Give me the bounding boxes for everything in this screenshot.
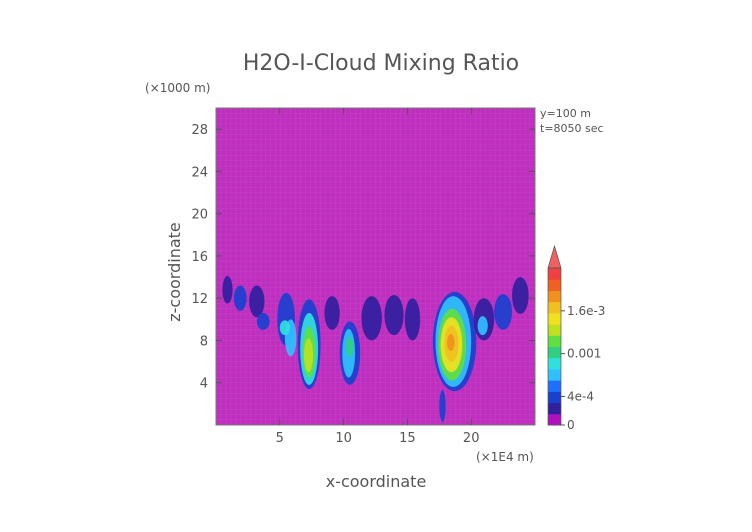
colorbar-segment [548, 301, 561, 314]
x-tick-label: 5 [276, 431, 284, 446]
data-cell [361, 296, 382, 341]
x-axis-ticks: 5 10 15 20 [276, 108, 480, 446]
colorbar-segment [548, 324, 561, 336]
data-cell [256, 312, 270, 330]
annotation-y: y=100 m [540, 107, 591, 120]
colorbar-tick-label: 1.6e-3 [567, 304, 605, 318]
colorbar: 0 4e-4 0.001 1.6e-3 [547, 244, 605, 432]
data-cell [249, 285, 265, 318]
data-cell [222, 276, 233, 304]
chart-title: H2O-I-Cloud Mixing Ratio [243, 51, 519, 76]
x-tick-label: 15 [399, 431, 416, 446]
colorbar-tick-label: 0.001 [567, 347, 601, 361]
data-cell [512, 277, 529, 315]
colorbar-segment [548, 312, 561, 325]
y-tick-label: 12 [191, 292, 208, 307]
colorbar-segment [548, 402, 561, 415]
plot-area [215, 107, 536, 426]
colorbar-segment [548, 368, 561, 381]
x-unit-label: (×1E4 m) [476, 450, 534, 464]
y-tick-label: 20 [191, 208, 208, 223]
colorbar-frame [547, 267, 562, 426]
x-tick-label: 10 [335, 431, 352, 446]
y-tick-label: 16 [191, 250, 208, 265]
y-tick-label: 28 [191, 123, 208, 138]
y-tick-label: 4 [200, 377, 208, 392]
data-cell [346, 337, 354, 357]
y-axis-label: z-coordinate [165, 222, 184, 322]
data-cell [494, 293, 513, 330]
colorbar-segment [548, 335, 561, 347]
colorbar-extend-arrow [547, 244, 562, 269]
data-cell [384, 295, 404, 336]
colorbar-segment [548, 268, 561, 280]
colorbar-segment [548, 391, 561, 404]
y-tick-label: 8 [200, 334, 208, 349]
data-cell [439, 390, 446, 422]
colorbar-segment [548, 357, 561, 370]
plot-frame [215, 107, 536, 426]
colorbar-segment [548, 346, 561, 359]
data-cell [404, 298, 421, 341]
data-cell [324, 296, 340, 330]
x-axis-label: x-coordinate [326, 472, 427, 491]
colorbar-segment [548, 380, 561, 392]
colorbar-segment [548, 290, 561, 303]
x-tick-label: 20 [463, 431, 480, 446]
data-cell [477, 316, 488, 336]
annotation-time: t=8050 sec [540, 122, 604, 135]
y-unit-label: (×1000 m) [145, 81, 210, 95]
y-tick-label: 24 [191, 165, 208, 180]
colorbar-tick-label: 0 [567, 418, 575, 432]
colorbar-segment [548, 279, 561, 291]
y-axis-ticks: 4 8 12 16 20 24 28 [191, 123, 535, 392]
data-cell [233, 285, 247, 311]
colorbar-tick-label: 4e-4 [567, 389, 594, 403]
data-cell [304, 338, 313, 373]
data-cell [446, 334, 455, 352]
colorbar-segment [548, 413, 561, 426]
data-cell [279, 320, 291, 336]
